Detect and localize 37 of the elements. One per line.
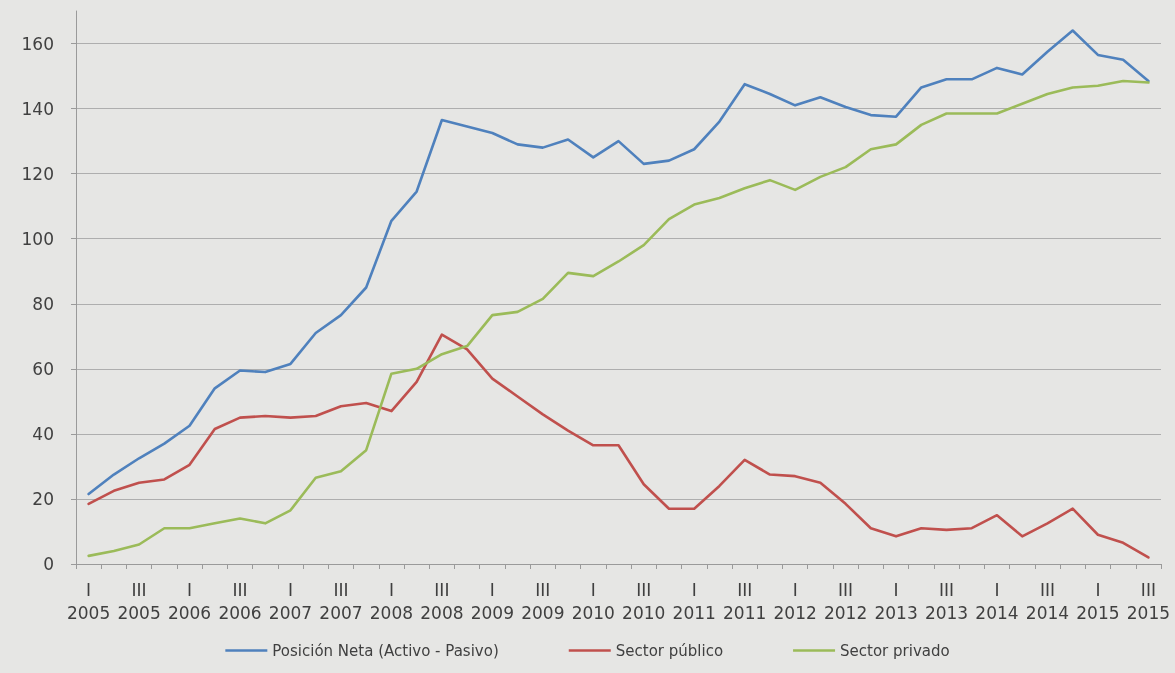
legend-label: Sector privado xyxy=(840,641,950,660)
x-tick-label: III 2006 xyxy=(218,579,262,623)
y-tick-label: 0 xyxy=(43,554,54,574)
line-series xyxy=(87,333,1150,559)
y-tick-label: 100 xyxy=(21,228,54,249)
x-tick-label: III 2013 xyxy=(924,579,969,623)
y-tick-label: 20 xyxy=(32,488,54,509)
x-tick-label: I 2012 xyxy=(773,579,817,623)
x-tick-label: I 2008 xyxy=(369,579,414,623)
x-tick-label: III 2009 xyxy=(521,579,565,623)
y-tick-label: 40 xyxy=(32,423,54,444)
y-tick-label: 160 xyxy=(21,33,54,54)
x-tick-label: III 2010 xyxy=(622,579,666,623)
x-tick-label: III 2008 xyxy=(420,579,464,623)
y-tick-label: 60 xyxy=(32,358,54,379)
x-tick-label: III 2005 xyxy=(117,579,161,623)
x-tick-label: I 2009 xyxy=(470,579,514,623)
y-tick-label: 80 xyxy=(32,293,54,314)
x-tick-label: I 2006 xyxy=(167,579,212,623)
x-tick-label: III 2014 xyxy=(1025,579,1070,623)
x-tick-label: III 2011 xyxy=(723,579,767,623)
x-tick-label: I 2010 xyxy=(571,579,615,623)
x-tick-label: III 2007 xyxy=(319,579,363,623)
line-series xyxy=(87,79,1150,558)
legend-label: Sector público xyxy=(615,641,724,660)
x-tick-label: III 2012 xyxy=(823,579,868,623)
x-tick-label: III 2015 xyxy=(1126,579,1171,623)
y-tick-label: 120 xyxy=(21,163,54,184)
x-tick-label: I 2014 xyxy=(975,579,1019,623)
x-tick-label: I 2013 xyxy=(874,579,918,623)
line-series xyxy=(87,29,1150,496)
x-tick-label: I 2007 xyxy=(268,579,313,623)
x-tick-label: I 2011 xyxy=(672,579,716,623)
x-tick-label: I 2015 xyxy=(1076,579,1120,623)
legend-label: Posición Neta (Activo - Pasivo) xyxy=(272,641,499,660)
x-tick-label: I 2005 xyxy=(66,579,111,623)
y-tick-label: 140 xyxy=(21,98,54,119)
